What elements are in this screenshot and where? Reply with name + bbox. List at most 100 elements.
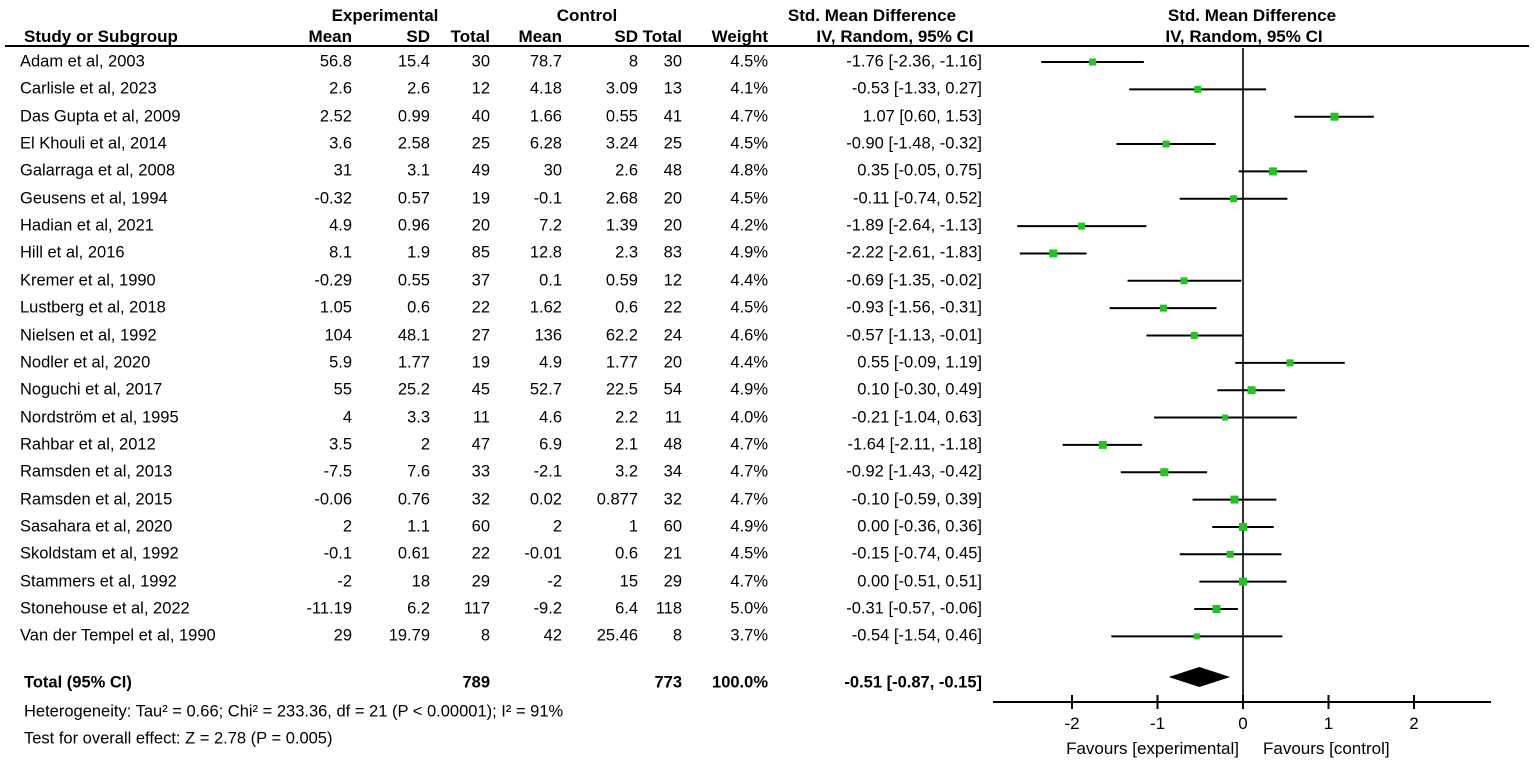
weight-cell: 4.4% <box>730 271 768 290</box>
effect-marker <box>1194 85 1202 93</box>
exp-mean-cell: -0.1 <box>323 544 352 563</box>
weight-cell: 4.5% <box>730 189 768 208</box>
exp-mean-cell: 4.9 <box>329 216 352 235</box>
exp-mean-cell: 29 <box>333 626 352 645</box>
ctrl-total-cell: 32 <box>663 490 682 509</box>
exp-mean-cell: -0.32 <box>314 189 352 208</box>
exp-mean-cell: 2.52 <box>319 107 352 126</box>
ctrl-total-cell: 22 <box>663 298 682 317</box>
ci-text-cell: -1.76 [-2.36, -1.16] <box>846 52 982 71</box>
ctrl-sd-cell: 6.4 <box>615 599 638 618</box>
exp-mean-cell: 1.05 <box>319 298 352 317</box>
study-name: Noguchi et al, 2017 <box>20 380 163 399</box>
ctrl-total-header: Total <box>642 27 682 46</box>
ci-text-cell: -1.64 [-2.11, -1.18] <box>847 435 982 454</box>
exp-mean-cell: 104 <box>324 326 352 344</box>
exp-mean-cell: -11.19 <box>306 599 352 618</box>
ci-text-cell: 0.00 [-0.36, 0.36] <box>857 517 982 536</box>
weight-cell: 4.4% <box>730 353 768 372</box>
study-name: Sasahara et al, 2020 <box>20 517 173 536</box>
ctrl-total-cell: 21 <box>663 544 682 563</box>
exp-mean-cell: -0.29 <box>314 271 352 290</box>
ctrl-mean-cell: 12.8 <box>529 243 562 262</box>
study-name: Skoldstam et al, 1992 <box>20 544 179 563</box>
exp-total-cell: 37 <box>471 271 490 290</box>
exp-total-cell: 33 <box>471 462 490 481</box>
effect-marker <box>1239 577 1247 586</box>
study-column-header: Study or Subgroup <box>24 27 178 46</box>
ctrl-mean-cell: 0.02 <box>529 490 562 509</box>
experimental-group-header: Experimental <box>331 6 439 25</box>
ctrl-sd-cell: 3.09 <box>605 79 638 98</box>
ctrl-sd-cell: 1.39 <box>605 216 638 235</box>
weight-cell: 4.6% <box>730 326 768 344</box>
effect-marker <box>1222 414 1229 421</box>
ctrl-mean-cell: 136 <box>534 326 562 344</box>
ctrl-sd-cell: 2.68 <box>605 189 638 208</box>
exp-total-header: Total <box>450 27 490 46</box>
ctrl-mean-cell: 1.62 <box>529 298 562 317</box>
exp-mean-header: Mean <box>308 27 352 46</box>
weight-cell: 4.5% <box>730 298 768 317</box>
weight-header: Weight <box>711 27 768 46</box>
ctrl-sd-cell: 0.55 <box>605 107 638 126</box>
weight-cell: 4.7% <box>730 490 768 509</box>
ctrl-sd-cell: 62.2 <box>605 326 638 344</box>
ctrl-sd-cell: 3.24 <box>605 134 638 153</box>
ctrl-mean-cell: 30 <box>543 161 562 180</box>
total-exp-n: 789 <box>462 673 490 692</box>
exp-total-cell: 22 <box>471 298 490 317</box>
study-name: Das Gupta et al, 2009 <box>20 107 181 126</box>
ctrl-sd-cell: 1 <box>628 517 638 536</box>
ctrl-mean-header: Mean <box>518 27 562 46</box>
ci-text-cell: -0.57 [-1.13, -0.01] <box>846 326 982 344</box>
study-name: Kremer et al, 1990 <box>20 271 156 290</box>
ci-text-cell: 0.00 [-0.51, 0.51] <box>857 572 982 591</box>
ctrl-total-cell: 83 <box>663 243 682 262</box>
study-name: Nordström et al, 1995 <box>20 408 179 427</box>
ctrl-total-cell: 8 <box>672 626 682 645</box>
ctrl-total-cell: 41 <box>663 107 682 126</box>
weight-cell: 4.7% <box>730 462 768 481</box>
exp-total-cell: 49 <box>471 161 490 180</box>
ctrl-total-cell: 20 <box>663 189 682 208</box>
ctrl-total-cell: 13 <box>663 79 682 98</box>
weight-cell: 4.0% <box>730 408 768 427</box>
exp-mean-cell: 31 <box>333 161 352 180</box>
ctrl-total-cell: 30 <box>663 52 682 71</box>
study-name: Carlisle et al, 2023 <box>20 79 157 98</box>
ctrl-mean-cell: 2 <box>552 517 562 536</box>
exp-total-cell: 30 <box>471 52 490 71</box>
exp-sd-cell: 0.96 <box>397 216 430 235</box>
ctrl-sd-cell: 0.6 <box>615 298 638 317</box>
ci-text-cell: -0.90 [-1.48, -0.32] <box>846 134 982 153</box>
study-name: Ramsden et al, 2015 <box>20 490 173 509</box>
weight-cell: 4.9% <box>730 243 768 262</box>
exp-sd-cell: 18 <box>411 572 430 591</box>
ctrl-sd-cell: 0.6 <box>615 544 638 563</box>
exp-total-cell: 85 <box>471 243 490 262</box>
effect-marker <box>1239 522 1247 531</box>
ctrl-sd-cell: 0.877 <box>596 490 638 509</box>
ctrl-mean-cell: 7.2 <box>539 216 562 235</box>
exp-sd-cell: 0.57 <box>397 189 430 208</box>
ctrl-sd-cell: 22.5 <box>605 380 638 399</box>
smd-column-title: Std. Mean Difference <box>787 6 957 25</box>
ctrl-total-cell: 48 <box>663 435 682 454</box>
effect-marker <box>1286 359 1294 367</box>
effect-marker <box>1212 605 1221 613</box>
exp-total-cell: 27 <box>471 326 490 344</box>
ci-text-cell: -0.15 [-0.74, 0.45] <box>851 544 982 563</box>
weight-cell: 4.1% <box>730 79 768 98</box>
total-ctrl-n: 773 <box>654 673 682 692</box>
ctrl-sd-header: SD <box>614 27 638 46</box>
ctrl-sd-cell: 3.2 <box>615 462 638 481</box>
ci-text-cell: 0.10 [-0.30, 0.49] <box>857 380 982 399</box>
exp-total-cell: 29 <box>471 572 490 591</box>
axis-tick-label: -1 <box>1150 714 1165 733</box>
effect-marker <box>1162 140 1170 148</box>
overall-effect-note: Test for overall effect: Z = 2.78 (P = 0… <box>24 729 333 748</box>
effect-marker <box>1230 495 1239 504</box>
ctrl-mean-cell: 6.28 <box>529 134 562 153</box>
effect-marker <box>1230 195 1238 203</box>
